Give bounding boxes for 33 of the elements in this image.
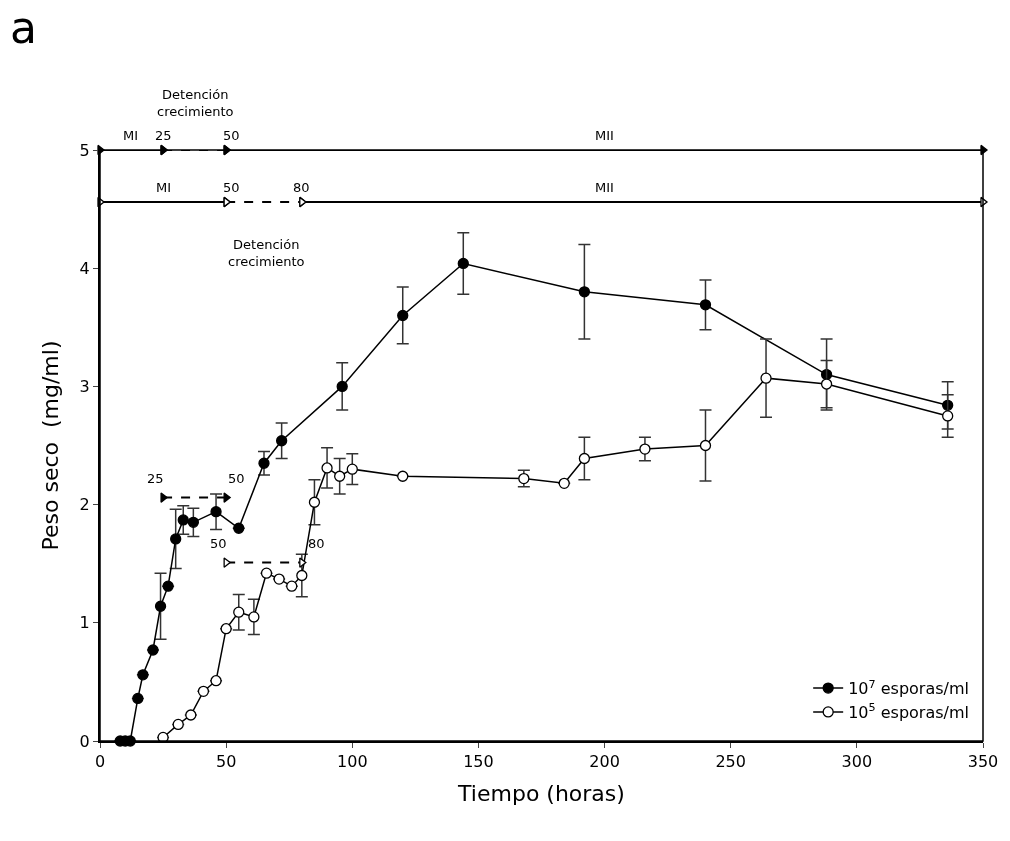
- text: MII: [595, 128, 614, 143]
- annotation: Detención crecimiento: [228, 237, 305, 269]
- annotation: 50: [210, 536, 227, 551]
- text: Detención crecimiento: [157, 87, 234, 119]
- x-tick-label: 100: [337, 752, 368, 772]
- y-tick-label: 1: [79, 613, 90, 633]
- x-tick-label: 50: [215, 752, 237, 772]
- annotation: MII: [595, 180, 614, 195]
- annotation: 80: [308, 536, 325, 551]
- x-tick-label: 200: [589, 752, 620, 772]
- annotation: 50: [223, 180, 240, 195]
- text: 25: [155, 128, 172, 143]
- x-tick-label: 250: [715, 752, 746, 772]
- y-axis-title: Peso seco (mg/ml): [37, 340, 63, 551]
- x-tick-label: 350: [967, 752, 999, 772]
- legend-label: 10$^{7}$ esporas/ml: [848, 677, 970, 699]
- chart-title: a: [10, 2, 38, 54]
- y-tick-label: 5: [79, 140, 90, 160]
- x-tick-label: 300: [841, 752, 873, 772]
- y-tick-label: 3: [79, 377, 90, 396]
- text: MI: [123, 128, 139, 143]
- legend-label: 10$^{5}$ esporas/ml: [848, 701, 970, 723]
- x-tick-label: 0: [94, 752, 106, 772]
- annotation: 50: [228, 471, 245, 486]
- y-tick-label: 4: [79, 258, 90, 278]
- x-axis-title: Tiempo (horas): [457, 780, 625, 806]
- annotation: 25: [147, 471, 164, 486]
- y-tick-label: 2: [79, 495, 90, 515]
- text: 50: [223, 128, 240, 143]
- annotation: MI: [156, 180, 172, 195]
- x-tick-label: 150: [463, 752, 494, 772]
- annotation: 80: [293, 180, 310, 195]
- y-tick-label: 0: [79, 731, 90, 751]
